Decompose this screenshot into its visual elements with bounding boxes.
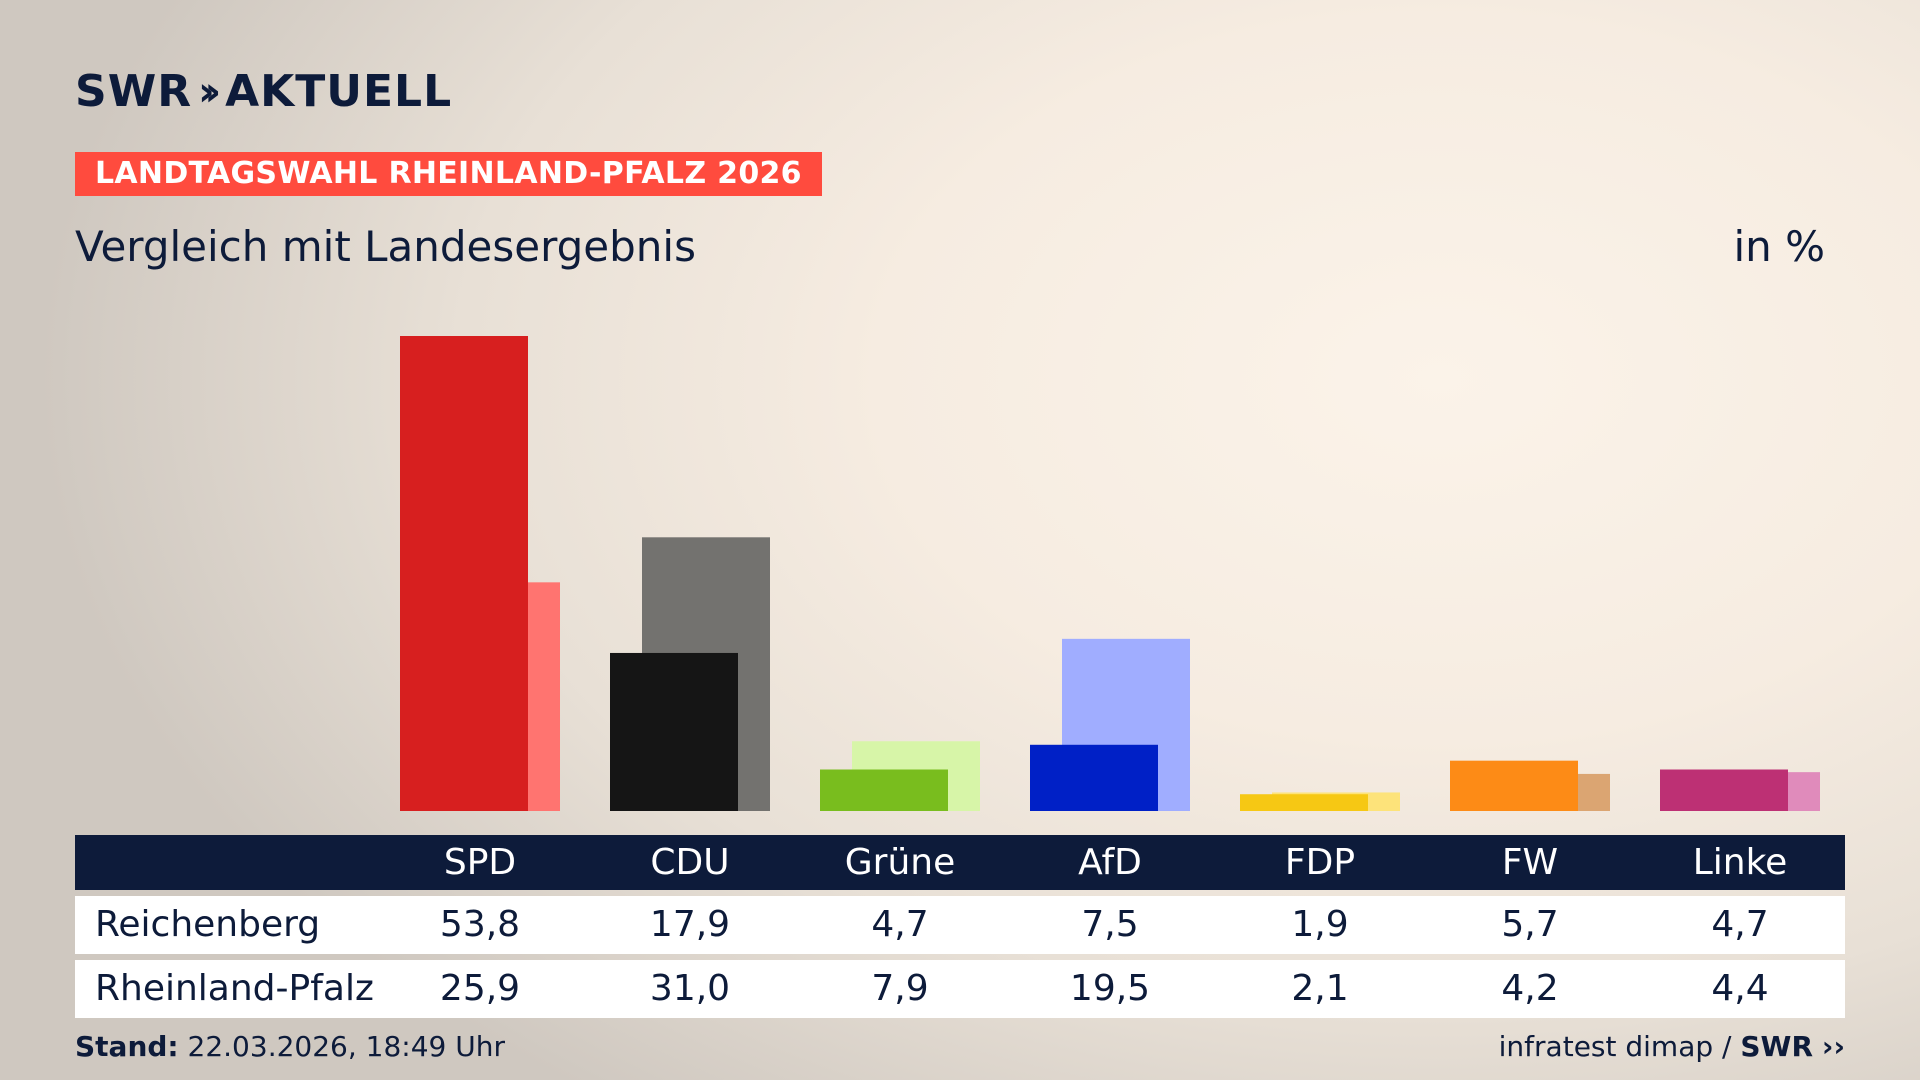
table-header-row: SPD CDU Grüne AfD FDP FW Linke [75, 835, 1845, 890]
value-cell: 17,9 [649, 904, 731, 945]
value-cell: 5,7 [1501, 904, 1559, 945]
value-cell: 2,1 [1291, 968, 1349, 1009]
column-header-spd: SPD [443, 842, 517, 883]
bar-wahlkreis-spd [400, 336, 528, 811]
election-badge: LANDTAGSWAHL RHEINLAND-PFALZ 2026 [75, 152, 822, 196]
column-header-afd: AfD [1078, 842, 1142, 883]
logo-brand: SWR [75, 66, 193, 117]
column-header-grüne: Grüne [844, 842, 956, 883]
unit-label: in % [1733, 222, 1825, 271]
bar-wahlkreis-fdp [1240, 794, 1368, 811]
value-cell: 19,5 [1069, 968, 1151, 1009]
table-row: Reichenberg 53,8 17,9 4,7 7,5 1,9 5,7 4,7 [75, 896, 1845, 954]
bar-wahlkreis-fw [1450, 760, 1578, 811]
value-cell: 4,7 [1711, 904, 1769, 945]
source-credit: infratest dimap / SWR ›› [1499, 1030, 1845, 1063]
bar-wahlkreis-linke [1660, 769, 1788, 811]
bar-wahlkreis-afd [1030, 744, 1158, 811]
value-cell: 4,7 [871, 904, 929, 945]
value-cell: 4,4 [1711, 968, 1769, 1009]
bar-wahlkreis-cdu [610, 652, 738, 811]
table-row: Rheinland-Pfalz 25,9 31,0 7,9 19,5 2,1 4,2 4,4 [75, 960, 1845, 1018]
stand-value: 22.03.2026, 18:49 Uhr [187, 1030, 505, 1063]
value-cell: 7,5 [1081, 904, 1139, 945]
column-header-cdu: CDU [650, 842, 730, 883]
source-brand: SWR [1740, 1030, 1814, 1063]
double-chevron-icon: ›› [1821, 1030, 1845, 1063]
value-cell: 4,2 [1501, 968, 1559, 1009]
results-table: SPD CDU Grüne AfD FDP FW Linke Reichenberg 53,… [75, 835, 1845, 1018]
value-cell: 7,9 [871, 968, 929, 1009]
chart-subtitle: Vergleich mit Landesergebnis [75, 222, 696, 271]
row-label-reichenberg: Reichenberg [95, 904, 321, 945]
column-header-fw: FW [1501, 842, 1559, 883]
row-label-rheinland-pfalz: Rheinland-Pfalz [95, 968, 374, 1009]
source-text: infratest dimap / [1498, 1030, 1732, 1063]
column-header-fdp: FDP [1284, 842, 1356, 883]
value-cell: 53,8 [439, 904, 521, 945]
stand-label: Stand: [75, 1030, 179, 1063]
value-cell: 1,9 [1291, 904, 1349, 945]
value-cell: 25,9 [439, 968, 521, 1009]
logo-suffix: AKTUELL [225, 66, 453, 117]
timestamp: Stand: 22.03.2026, 18:49 Uhr [75, 1030, 505, 1063]
bar-wahlkreis-grüne [820, 769, 948, 811]
swr-aktuell-logo: SWR ›› AKTUELL [75, 66, 452, 117]
column-header-linke: Linke [1692, 842, 1788, 883]
value-cell: 31,0 [649, 968, 731, 1009]
